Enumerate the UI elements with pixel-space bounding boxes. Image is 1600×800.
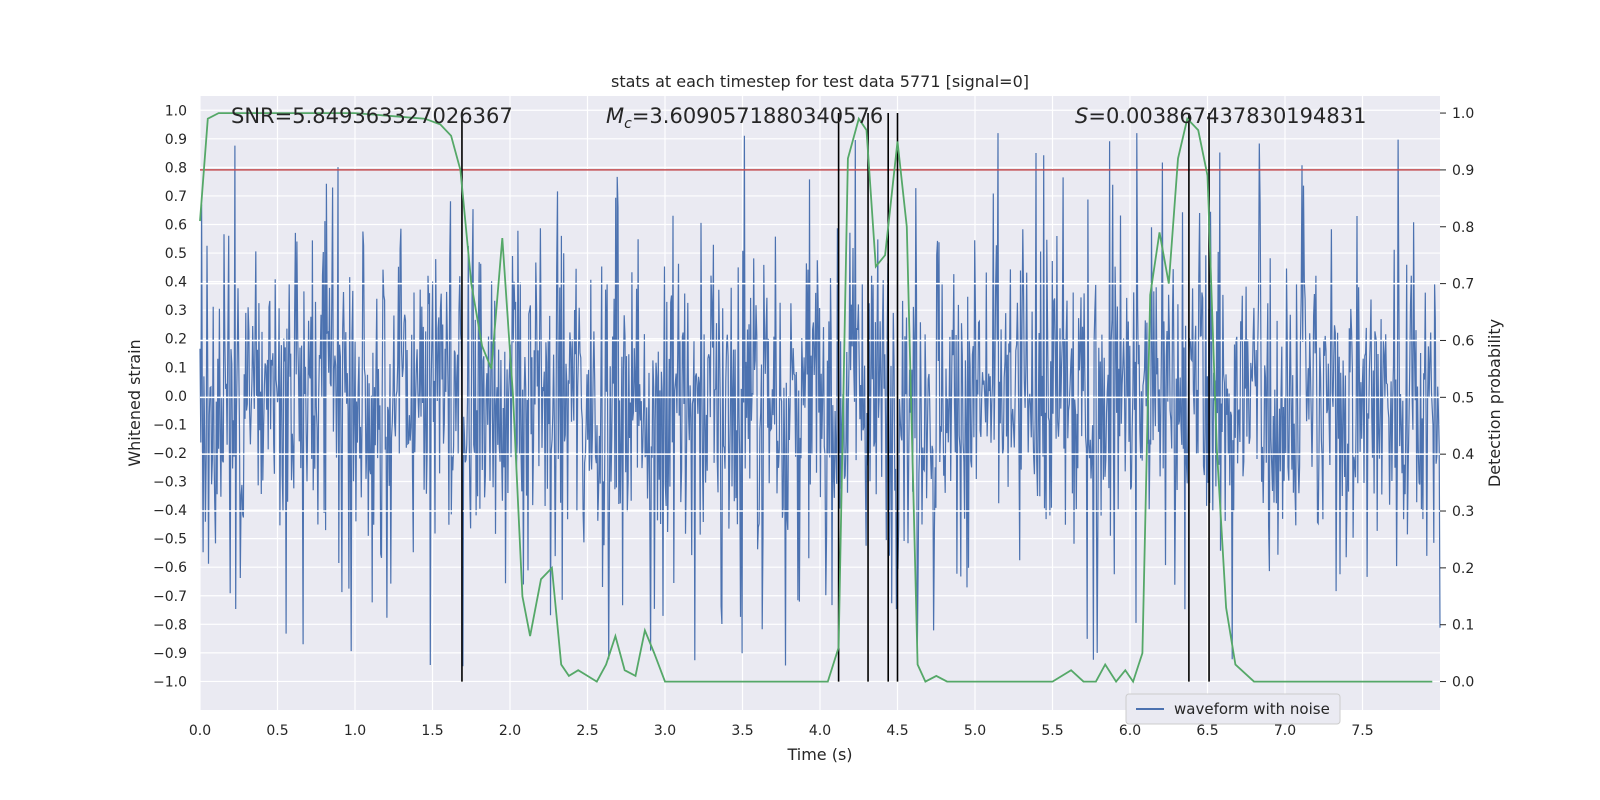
y-right-tick-label: 1.0 xyxy=(1452,106,1474,122)
y-left-tick-labels: 1.0 0.9 0.8 0.7 0.6 0.5 0.4 0.3 0.2 0.1 0.0 −0.1 −0.… xyxy=(153,103,187,690)
legend-box xyxy=(1125,693,1341,725)
y-right-tick-label: 0.6 xyxy=(1452,333,1474,349)
x-tick-label: 3.0 xyxy=(654,723,676,739)
y-left-tick-label: −1.0 xyxy=(153,674,187,690)
x-tick-label: 4.0 xyxy=(809,723,831,739)
mc-subscript: c xyxy=(624,116,632,132)
y-left-tick-label: 0.6 xyxy=(165,218,187,234)
y-left-tick-label: 0.9 xyxy=(165,132,187,148)
x-tick-label: 1.5 xyxy=(421,723,443,739)
mc-symbol: M xyxy=(606,104,624,128)
y-right-tick-label: 0.2 xyxy=(1452,561,1474,577)
y-right-tick-labels: 1.0 0.9 0.8 0.7 0.6 0.5 0.4 0.3 0.2 0.1 0.0 xyxy=(1440,106,1474,691)
s-value: =0.003867437830194831 xyxy=(1088,104,1366,128)
x-tick-label: 0.0 xyxy=(189,723,211,739)
y-left-tick-label: −0.8 xyxy=(153,617,187,633)
y-right-tick-label: 0.8 xyxy=(1452,220,1474,236)
y-axis-label-right: Detection probability xyxy=(1485,319,1504,487)
y-right-tick-label: 0.1 xyxy=(1452,618,1474,634)
s-annotation: S=0.003867437830194831 xyxy=(1075,104,1366,128)
mc-value: =3.6090571880340576 xyxy=(632,104,883,128)
legend: waveform with noise xyxy=(1125,693,1341,725)
y-left-tick-label: −0.9 xyxy=(153,646,187,662)
x-tick-label: 4.5 xyxy=(886,723,908,739)
probability-line xyxy=(199,112,1433,684)
y-left-tick-label: 0.3 xyxy=(165,303,187,319)
y-left-tick-label: −0.4 xyxy=(153,503,187,519)
y-right-tick-label: 0.5 xyxy=(1452,390,1474,406)
waveform-series xyxy=(199,133,1441,667)
y-left-tick-label: 1.0 xyxy=(165,103,187,119)
x-tick-label: 2.0 xyxy=(499,723,521,739)
x-tick-label: 1.0 xyxy=(344,723,366,739)
x-axis-label: Time (s) xyxy=(786,745,852,764)
y-left-tick-label: 0.8 xyxy=(165,160,187,176)
y-right-tick-label: 0.4 xyxy=(1452,447,1474,463)
x-tick-label: 0.5 xyxy=(266,723,288,739)
x-tick-label: 7.0 xyxy=(1274,723,1296,739)
x-tick-labels: 0.0 0.5 1.0 1.5 2.0 2.5 3.0 3.5 4.0 4.5 5.0 5.5 6.0 6… xyxy=(189,723,1374,739)
y-left-tick-label: 0.1 xyxy=(165,360,187,376)
x-tick-label: 6.0 xyxy=(1119,723,1141,739)
grid-overlay xyxy=(200,282,1440,512)
x-tick-label: 2.5 xyxy=(576,723,598,739)
y-left-tick-label: −0.2 xyxy=(153,446,187,462)
x-tick-label: 3.5 xyxy=(731,723,753,739)
x-tick-label: 7.5 xyxy=(1351,723,1373,739)
x-tick-label: 6.5 xyxy=(1196,723,1218,739)
legend-label: waveform with noise xyxy=(1174,700,1330,718)
x-tick-label: 5.0 xyxy=(964,723,986,739)
x-tick-label: 5.5 xyxy=(1041,723,1063,739)
y-left-tick-label: 0.2 xyxy=(165,332,187,348)
y-left-tick-label: 0.4 xyxy=(165,275,187,291)
chart-title: stats at each timestep for test data 577… xyxy=(611,72,1029,91)
vertical-lines-layer xyxy=(461,113,1210,682)
y-right-tick-label: 0.7 xyxy=(1452,277,1474,293)
y-left-tick-label: −0.6 xyxy=(153,560,187,576)
y-left-tick-label: −0.3 xyxy=(153,475,187,491)
y-axis-label-left: Whitened strain xyxy=(125,339,144,466)
mc-annotation: Mc=3.6090571880340576 xyxy=(606,104,883,132)
y-left-tick-label: −0.5 xyxy=(153,532,187,548)
probability-series xyxy=(199,112,1433,684)
y-right-tick-label: 0.9 xyxy=(1452,163,1474,179)
snr-annotation: SNR=5.849363327026367 xyxy=(231,104,513,128)
y-left-tick-label: −0.7 xyxy=(153,589,187,605)
y-right-tick-label: 0.3 xyxy=(1452,504,1474,520)
y-left-tick-label: 0.0 xyxy=(165,389,187,405)
y-left-tick-label: −0.1 xyxy=(153,417,187,433)
y-left-tick-label: 0.5 xyxy=(165,246,187,262)
s-symbol: S xyxy=(1075,104,1088,128)
waveform-line xyxy=(199,133,1441,667)
y-right-tick-label: 0.0 xyxy=(1452,675,1474,691)
y-left-tick-label: 0.7 xyxy=(165,189,187,205)
